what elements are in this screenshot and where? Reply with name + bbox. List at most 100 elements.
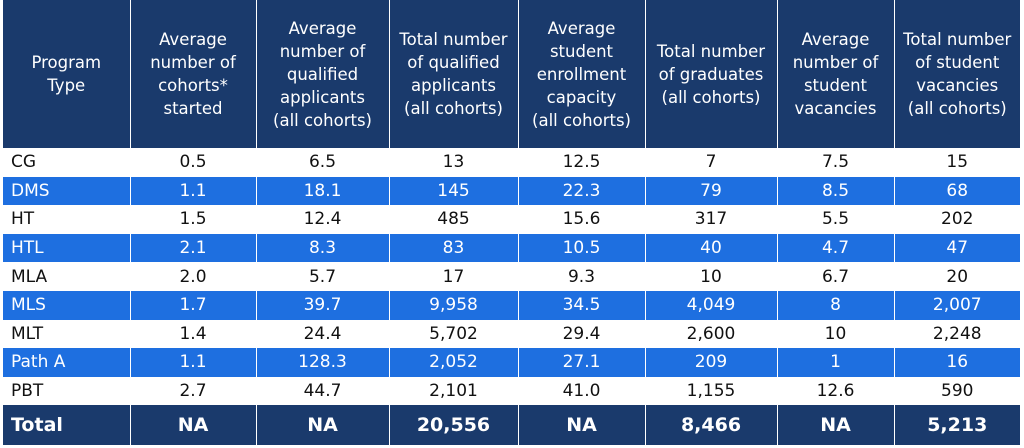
table-cell: 1,155: [645, 376, 778, 406]
table-cell: 4.7: [777, 233, 895, 263]
table-cell: 7: [645, 148, 778, 177]
table-cell: 6.7: [777, 262, 895, 291]
table-cell: 2,101: [389, 376, 519, 406]
header-avg-enrollment-capacity: Average student enrollment capacity (all coh…: [518, 0, 646, 148]
table-cell: 12.4: [256, 205, 390, 234]
table-cell: 2.7: [130, 376, 257, 406]
table-cell: 0.5: [130, 148, 257, 177]
table-cell: 24.4: [256, 319, 390, 349]
program-table-container: Program Type Average number of cohorts* star…: [3, 0, 1020, 446]
table-cell: 145: [389, 176, 519, 206]
table-cell: 202: [894, 205, 1020, 234]
table-body: CG 0.5 6.5 13 12.5 7 7.5 15 DMS 1.1 18.1 145 22.3 79 8…: [3, 148, 1020, 446]
table-cell: 4,049: [645, 290, 778, 320]
table-cell: 5,702: [389, 319, 519, 349]
table-cell: 20: [894, 262, 1020, 291]
table-cell: 1.1: [130, 348, 257, 377]
table-cell: 16: [894, 348, 1020, 377]
table-cell: 10.5: [518, 233, 646, 263]
table-cell: 18.1: [256, 176, 390, 206]
table-cell: 10: [645, 262, 778, 291]
table-cell: 8.3: [256, 233, 390, 263]
program-type-cell: Path A: [3, 348, 131, 377]
program-type-cell: HT: [3, 205, 131, 234]
table-cell: 317: [645, 205, 778, 234]
table-cell: 209: [645, 348, 778, 377]
total-cell: NA: [130, 405, 257, 446]
total-cell: 5,213: [894, 405, 1020, 446]
table-cell: 2,007: [894, 290, 1020, 320]
table-cell: 2,600: [645, 319, 778, 349]
program-type-cell: DMS: [3, 176, 131, 206]
header-total-graduates: Total number of graduates (all cohorts): [645, 0, 778, 148]
program-type-cell: MLS: [3, 290, 131, 320]
table-cell: 79: [645, 176, 778, 206]
table-cell: 12.6: [777, 376, 895, 406]
table-cell: 9.3: [518, 262, 646, 291]
table-cell: 41.0: [518, 376, 646, 406]
table-cell: 15.6: [518, 205, 646, 234]
table-cell: 68: [894, 176, 1020, 206]
total-cell: 8,466: [645, 405, 778, 446]
table-cell: 1.1: [130, 176, 257, 206]
table-cell: 40: [645, 233, 778, 263]
table-cell: 83: [389, 233, 519, 263]
program-type-cell: HTL: [3, 233, 131, 263]
header-avg-vacancies: Average number of student vacancies: [777, 0, 895, 148]
table-row: Path A 1.1 128.3 2,052 27.1 209 1 16: [3, 348, 1020, 377]
total-cell: NA: [777, 405, 895, 446]
header-total-qualified-applicants: Total number of qualified applicants (all c…: [389, 0, 519, 148]
table-row: MLS 1.7 39.7 9,958 34.5 4,049 8 2,007: [3, 290, 1020, 320]
header-avg-cohorts: Average number of cohorts* started: [130, 0, 257, 148]
program-type-cell: MLA: [3, 262, 131, 291]
total-cell: 20,556: [389, 405, 519, 446]
header-program-type: Program Type: [3, 0, 131, 148]
table-cell: 485: [389, 205, 519, 234]
table-cell: 590: [894, 376, 1020, 406]
table-cell: 8.5: [777, 176, 895, 206]
table-cell: 27.1: [518, 348, 646, 377]
table-row: CG 0.5 6.5 13 12.5 7 7.5 15: [3, 148, 1020, 177]
table-cell: 1: [777, 348, 895, 377]
table-cell: 5.7: [256, 262, 390, 291]
total-cell: NA: [256, 405, 390, 446]
table-cell: 5.5: [777, 205, 895, 234]
table-row: HTL 2.1 8.3 83 10.5 40 4.7 47: [3, 233, 1020, 263]
table-cell: 1.7: [130, 290, 257, 320]
table-cell: 7.5: [777, 148, 895, 177]
table-cell: 34.5: [518, 290, 646, 320]
table-cell: 13: [389, 148, 519, 177]
table-cell: 12.5: [518, 148, 646, 177]
table-cell: 2.0: [130, 262, 257, 291]
table-row: MLT 1.4 24.4 5,702 29.4 2,600 10 2,248: [3, 319, 1020, 349]
program-type-cell: CG: [3, 148, 131, 177]
table-cell: 2,248: [894, 319, 1020, 349]
table-cell: 10: [777, 319, 895, 349]
table-cell: 17: [389, 262, 519, 291]
header-row: Program Type Average number of cohorts* star…: [3, 0, 1020, 148]
table-cell: 8: [777, 290, 895, 320]
table-cell: 128.3: [256, 348, 390, 377]
table-cell: 1.5: [130, 205, 257, 234]
program-type-cell: MLT: [3, 319, 131, 349]
program-type-cell: PBT: [3, 376, 131, 406]
table-cell: 15: [894, 148, 1020, 177]
header-avg-qualified-applicants: Average number of qualified applicants (all …: [256, 0, 390, 148]
table-cell: 47: [894, 233, 1020, 263]
total-label-cell: Total: [3, 405, 131, 446]
table-cell: 39.7: [256, 290, 390, 320]
total-row: Total NA NA 20,556 NA 8,466 NA 5,213: [3, 405, 1020, 446]
table-row: MLA 2.0 5.7 17 9.3 10 6.7 20: [3, 262, 1020, 291]
table-cell: 2.1: [130, 233, 257, 263]
table-cell: 9,958: [389, 290, 519, 320]
table-cell: 29.4: [518, 319, 646, 349]
table-row: PBT 2.7 44.7 2,101 41.0 1,155 12.6 590: [3, 376, 1020, 406]
table-row: DMS 1.1 18.1 145 22.3 79 8.5 68: [3, 176, 1020, 206]
table-row: HT 1.5 12.4 485 15.6 317 5.5 202: [3, 205, 1020, 234]
table-cell: 1.4: [130, 319, 257, 349]
header-total-vacancies: Total number of student vacancies (all coho…: [894, 0, 1020, 148]
program-statistics-table: Program Type Average number of cohorts* star…: [3, 0, 1020, 446]
table-cell: 22.3: [518, 176, 646, 206]
table-cell: 2,052: [389, 348, 519, 377]
total-cell: NA: [518, 405, 646, 446]
